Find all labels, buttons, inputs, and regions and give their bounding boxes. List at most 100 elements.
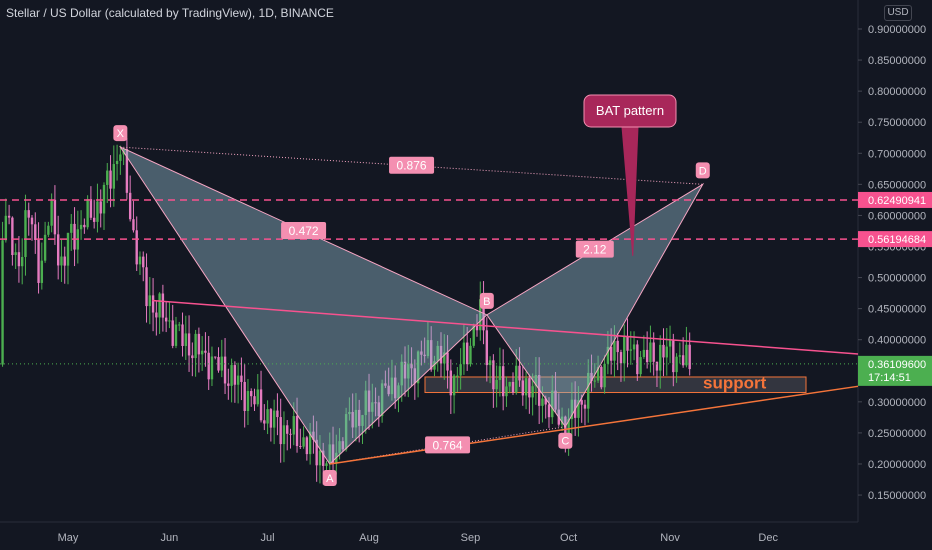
candle-body xyxy=(528,378,531,398)
pattern-point-box[interactable] xyxy=(479,292,494,309)
candle-body xyxy=(485,330,489,366)
candle-body xyxy=(547,404,551,418)
candle-body xyxy=(102,184,106,214)
support-zone xyxy=(424,376,807,394)
candle-body xyxy=(423,354,426,357)
candle-body xyxy=(158,293,161,318)
price-axis[interactable]: 0.90000000 0.85000000 0.80000000 0.75000000… xyxy=(858,24,932,502)
candle-body xyxy=(236,375,240,385)
candle-body xyxy=(413,368,417,384)
candle-body xyxy=(161,293,165,318)
candle-body xyxy=(92,217,96,222)
candle-body xyxy=(364,390,367,416)
candle-body xyxy=(197,333,201,355)
bat-pattern-label: BAT pattern xyxy=(596,103,664,118)
pattern-point-box[interactable] xyxy=(695,162,710,179)
ratio-label-box xyxy=(425,436,471,454)
price-tick-label: 0.65000000 xyxy=(868,179,926,191)
candle-body xyxy=(632,344,636,350)
candle-body xyxy=(109,170,112,189)
candle-body xyxy=(184,333,187,347)
candle-body xyxy=(570,399,574,420)
candle-body xyxy=(577,400,580,418)
candle-body xyxy=(524,378,528,396)
candle-body xyxy=(207,352,210,380)
candle-body xyxy=(272,410,276,428)
candle-body xyxy=(331,444,335,464)
candle-body xyxy=(482,299,485,331)
candle-body xyxy=(99,201,102,214)
candle-body xyxy=(629,349,632,351)
candle-body xyxy=(181,324,184,347)
candle-body xyxy=(639,357,642,375)
price-tick-label: 0.15000000 xyxy=(868,490,926,502)
currency-button[interactable]: USD xyxy=(884,5,912,21)
pattern-triangle-xab xyxy=(118,145,488,465)
candle-body xyxy=(125,149,129,193)
candle-body xyxy=(292,416,295,435)
candle-body xyxy=(551,390,554,418)
candle-body xyxy=(259,389,263,421)
pattern-point-box[interactable] xyxy=(558,432,573,449)
bat-pattern-group xyxy=(118,145,705,465)
candle-body xyxy=(495,379,498,390)
candle-body xyxy=(429,340,433,370)
candle-body xyxy=(390,377,394,395)
candle-body xyxy=(155,312,158,318)
candle-body xyxy=(128,192,132,220)
candle-body xyxy=(256,389,259,405)
candle-body xyxy=(217,357,220,371)
candle-body xyxy=(655,361,659,371)
candle-body xyxy=(436,345,439,362)
pattern-point-box[interactable] xyxy=(113,125,128,142)
candle-body xyxy=(348,411,351,415)
candle-body xyxy=(465,342,469,365)
pattern-point-label[interactable]: A xyxy=(326,473,334,485)
bat-pattern-callout[interactable] xyxy=(583,94,677,128)
candle-body xyxy=(515,365,518,393)
candle-body xyxy=(89,199,93,218)
pattern-point-label[interactable]: C xyxy=(561,436,569,448)
candle-body xyxy=(613,340,616,361)
candle-body xyxy=(27,210,30,218)
time-axis[interactable]: May Jun Jul Aug Sep Oct Nov Dec xyxy=(58,532,779,544)
candle-body xyxy=(426,340,430,357)
pattern-point-label[interactable]: X xyxy=(117,128,125,140)
pattern-point-label[interactable]: D xyxy=(699,165,707,177)
candle-body xyxy=(534,375,538,387)
pattern-point-box[interactable] xyxy=(322,469,337,486)
candle-body xyxy=(672,340,675,373)
candle-body xyxy=(685,344,688,366)
candle-body xyxy=(148,295,151,307)
candle-body xyxy=(37,239,40,283)
candle-body xyxy=(223,356,227,384)
candle-body xyxy=(308,431,312,455)
candle-body xyxy=(596,366,600,381)
candle-body xyxy=(668,340,672,347)
candle-body xyxy=(652,342,655,362)
price-tick-label: 0.90000000 xyxy=(868,24,926,36)
candle-body xyxy=(410,363,413,369)
candle-body xyxy=(83,224,86,228)
current-price-text: 0.36109600 xyxy=(868,359,926,371)
price-tick-label: 0.60000000 xyxy=(868,210,926,222)
price-tick-label: 0.70000000 xyxy=(868,148,926,160)
candle-body xyxy=(394,377,397,399)
candle-body xyxy=(567,419,570,443)
candle-body xyxy=(681,355,685,366)
candle-body xyxy=(354,409,358,428)
price-tick-label: 0.80000000 xyxy=(868,86,926,98)
candle-body xyxy=(623,336,626,364)
candle-body xyxy=(459,364,462,376)
ratio-label-text: 0.472 xyxy=(289,224,319,238)
candle-body xyxy=(289,433,292,435)
candle-body xyxy=(367,390,371,412)
candle-body xyxy=(168,320,171,322)
candle-body xyxy=(600,366,603,388)
pattern-point-label[interactable]: B xyxy=(483,296,490,308)
candle-body xyxy=(17,252,21,267)
candle-body xyxy=(541,398,544,406)
candle-body xyxy=(191,355,194,359)
candle-body xyxy=(24,210,27,257)
